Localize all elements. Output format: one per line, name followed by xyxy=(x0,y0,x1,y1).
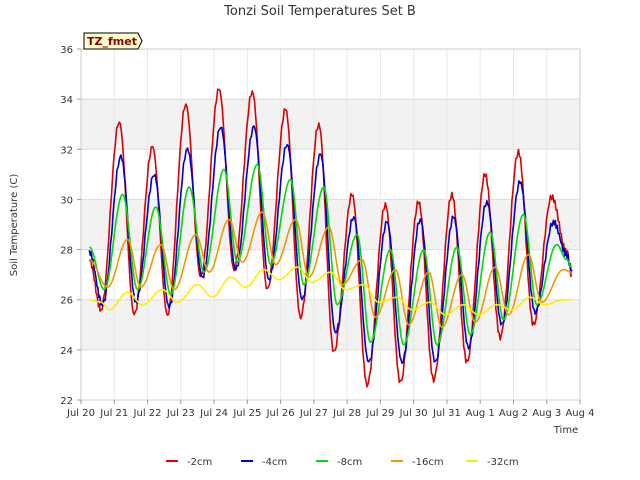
x-tick-label: Jul 20 xyxy=(66,408,95,419)
y-tick-label: 22 xyxy=(60,396,73,407)
plot-band xyxy=(81,149,580,200)
legend-label: -8cm xyxy=(337,457,362,468)
x-axis-label: Time xyxy=(553,425,578,436)
y-tick-label: 26 xyxy=(60,296,73,307)
y-tick-label: 34 xyxy=(60,95,73,106)
y-tick-label: 36 xyxy=(60,45,73,56)
y-axis-ticks: 22 24 26 28 30 32 34 36 xyxy=(60,45,81,407)
plot-background xyxy=(81,49,580,400)
x-tick-label: Jul 25 xyxy=(232,408,261,419)
series-line-minus-32cm xyxy=(89,266,572,316)
x-tick-label: Jul 29 xyxy=(365,408,394,419)
station-tag: TZ_fmet xyxy=(83,32,143,50)
x-tick-label: Jul 21 xyxy=(99,408,128,419)
series-line-minus-8cm xyxy=(88,163,573,346)
x-tick-label: Jul 23 xyxy=(166,408,195,419)
plot-band xyxy=(81,49,580,100)
plot-band xyxy=(81,349,580,400)
series-line-minus-16cm xyxy=(89,211,572,329)
y-tick-label: 24 xyxy=(60,346,73,357)
legend: -2cm -4cm -8cm -16cm -32cm xyxy=(166,457,519,468)
station-tag-box xyxy=(83,32,143,50)
y-tick-label: 28 xyxy=(60,246,73,257)
x-tick-label: Jul 27 xyxy=(299,408,328,419)
series-lines xyxy=(88,88,573,388)
x-tick-label: Aug 1 xyxy=(466,408,495,419)
station-tag-text: TZ_fmet xyxy=(87,35,137,48)
legend-label: -32cm xyxy=(487,457,519,468)
legend-label: -2cm xyxy=(187,457,212,468)
x-tick-label: Jul 28 xyxy=(332,408,361,419)
x-tick-label: Jul 22 xyxy=(133,408,162,419)
y-tick-label: 32 xyxy=(60,145,73,156)
series-line-minus-4cm xyxy=(88,125,573,365)
x-axis-ticks: Jul 20 Jul 21 Jul 22 Jul 23 Jul 24 Jul 25 Jul … xyxy=(66,400,595,419)
x-tick-label: Jul 31 xyxy=(432,408,461,419)
plot-frame xyxy=(80,48,581,401)
plot-band xyxy=(81,99,580,150)
x-tick-label: Aug 2 xyxy=(499,408,528,419)
x-tick-label: Jul 24 xyxy=(199,408,228,419)
x-tick-label: Aug 4 xyxy=(565,408,594,419)
x-tick-label: Jul 26 xyxy=(266,408,295,419)
x-tick-label: Jul 30 xyxy=(399,408,428,419)
series-line-minus-2cm xyxy=(88,88,573,388)
y-axis-label: Soil Temperature (C) xyxy=(9,174,20,277)
legend-label: -4cm xyxy=(262,457,287,468)
x-tick-label: Aug 3 xyxy=(532,408,561,419)
chart-title: Tonzi Soil Temperatures Set B xyxy=(223,4,416,19)
legend-label: -16cm xyxy=(412,457,444,468)
y-tick-label: 30 xyxy=(60,195,73,206)
